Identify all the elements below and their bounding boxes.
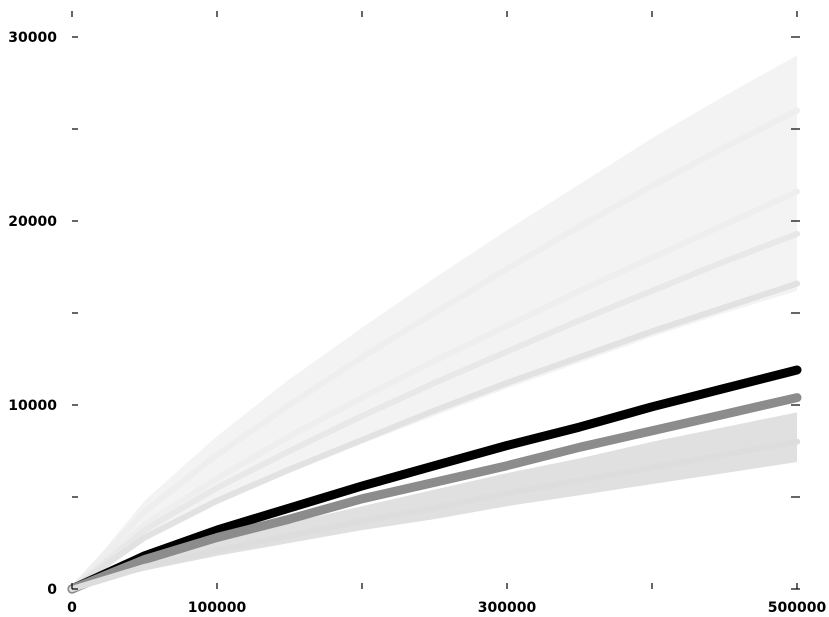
series-6-point-2 xyxy=(214,547,220,554)
series-6-point-4 xyxy=(359,517,365,524)
series-2-point-3 xyxy=(286,448,293,454)
series-2-point-9 xyxy=(721,258,728,265)
series-5-point-10 xyxy=(793,393,801,402)
series-6-point-5 xyxy=(431,505,438,511)
series-2-point-10 xyxy=(794,230,800,237)
series-3-point-7 xyxy=(576,354,583,361)
series-4-point-4 xyxy=(358,482,366,490)
series-1-point-8 xyxy=(649,254,655,261)
series-4-point-5 xyxy=(430,461,439,470)
series-3-point-2 xyxy=(214,497,220,504)
series-2-point-4 xyxy=(359,413,365,419)
series-6-point-8 xyxy=(649,464,655,471)
series-4-point-7 xyxy=(575,423,584,432)
axes: 0 100000 300000 500000 0 10000 20000 30000 xyxy=(8,11,826,616)
series-3-point-5 xyxy=(431,407,438,414)
series-5-point-1 xyxy=(140,555,149,564)
series-3-point-4 xyxy=(359,437,365,443)
series-0-point-2 xyxy=(214,451,220,458)
x-tick-label: 100000 xyxy=(188,600,247,616)
series-6-point-10 xyxy=(794,438,800,445)
series-4-point-2 xyxy=(213,526,221,535)
series-1-point-3 xyxy=(286,433,293,440)
series-5-point-8 xyxy=(648,426,656,435)
series-2-point-6 xyxy=(504,348,510,355)
x-tick-label: 500000 xyxy=(768,600,827,616)
series-3-point-3 xyxy=(286,466,293,473)
series-4-point-8 xyxy=(648,402,656,411)
series-1-point-6 xyxy=(504,322,510,329)
series-4-point-9 xyxy=(720,384,729,393)
series-0-point-4 xyxy=(359,354,365,361)
x-tick-label: 300000 xyxy=(478,600,537,616)
series-6-point-9 xyxy=(721,451,728,458)
series-0-point-6 xyxy=(504,265,510,272)
y-tick-label: 20000 xyxy=(8,214,57,230)
series-1-point-9 xyxy=(721,221,728,228)
series-5-point-2 xyxy=(213,533,221,542)
series-5-point-5 xyxy=(430,478,439,487)
series-3-point-10 xyxy=(794,280,800,287)
series-1-point-7 xyxy=(576,287,583,294)
series-0-point-8 xyxy=(649,183,655,189)
series-4-point-10 xyxy=(793,366,801,374)
series-6-point-1 xyxy=(141,563,148,570)
series-3-point-8 xyxy=(649,328,655,335)
series-0-point-7 xyxy=(576,223,583,230)
series-1-point-5 xyxy=(431,357,438,364)
series-2-point-7 xyxy=(576,317,583,324)
y-tick-label: 0 xyxy=(47,582,57,598)
series-2-point-1 xyxy=(141,527,148,534)
series-0-point-10 xyxy=(794,107,800,114)
series-5-point-9 xyxy=(720,410,729,419)
series-0-point-3 xyxy=(286,402,293,408)
series-0-point-1 xyxy=(141,508,148,515)
series-2-point-8 xyxy=(649,287,655,294)
scatter-series xyxy=(67,107,802,594)
series-4-point-6 xyxy=(503,441,511,450)
series-0-point-9 xyxy=(721,144,728,151)
series-5-point-6 xyxy=(503,461,511,470)
series-6-point-3 xyxy=(286,532,293,539)
series-5-point-7 xyxy=(575,443,584,452)
series-3-point-1 xyxy=(141,534,148,541)
series-6-point-7 xyxy=(576,477,583,484)
series-1-point-2 xyxy=(214,475,220,482)
series-1-point-10 xyxy=(794,188,800,195)
series-2-point-5 xyxy=(431,379,438,386)
series-5-point-4 xyxy=(358,494,366,503)
y-tick-label: 10000 xyxy=(8,398,57,414)
series-3-point-6 xyxy=(504,379,510,386)
series-2-point-2 xyxy=(214,484,220,491)
series-5-point-3 xyxy=(285,515,294,524)
series-6-point-6 xyxy=(504,490,510,497)
series-3-point-9 xyxy=(721,304,728,311)
series-1-point-4 xyxy=(359,394,365,401)
x-tick-label: 0 xyxy=(67,600,77,616)
series-4-point-3 xyxy=(285,504,294,512)
y-tick-label: 30000 xyxy=(8,30,57,46)
series-0-point-5 xyxy=(431,310,438,316)
